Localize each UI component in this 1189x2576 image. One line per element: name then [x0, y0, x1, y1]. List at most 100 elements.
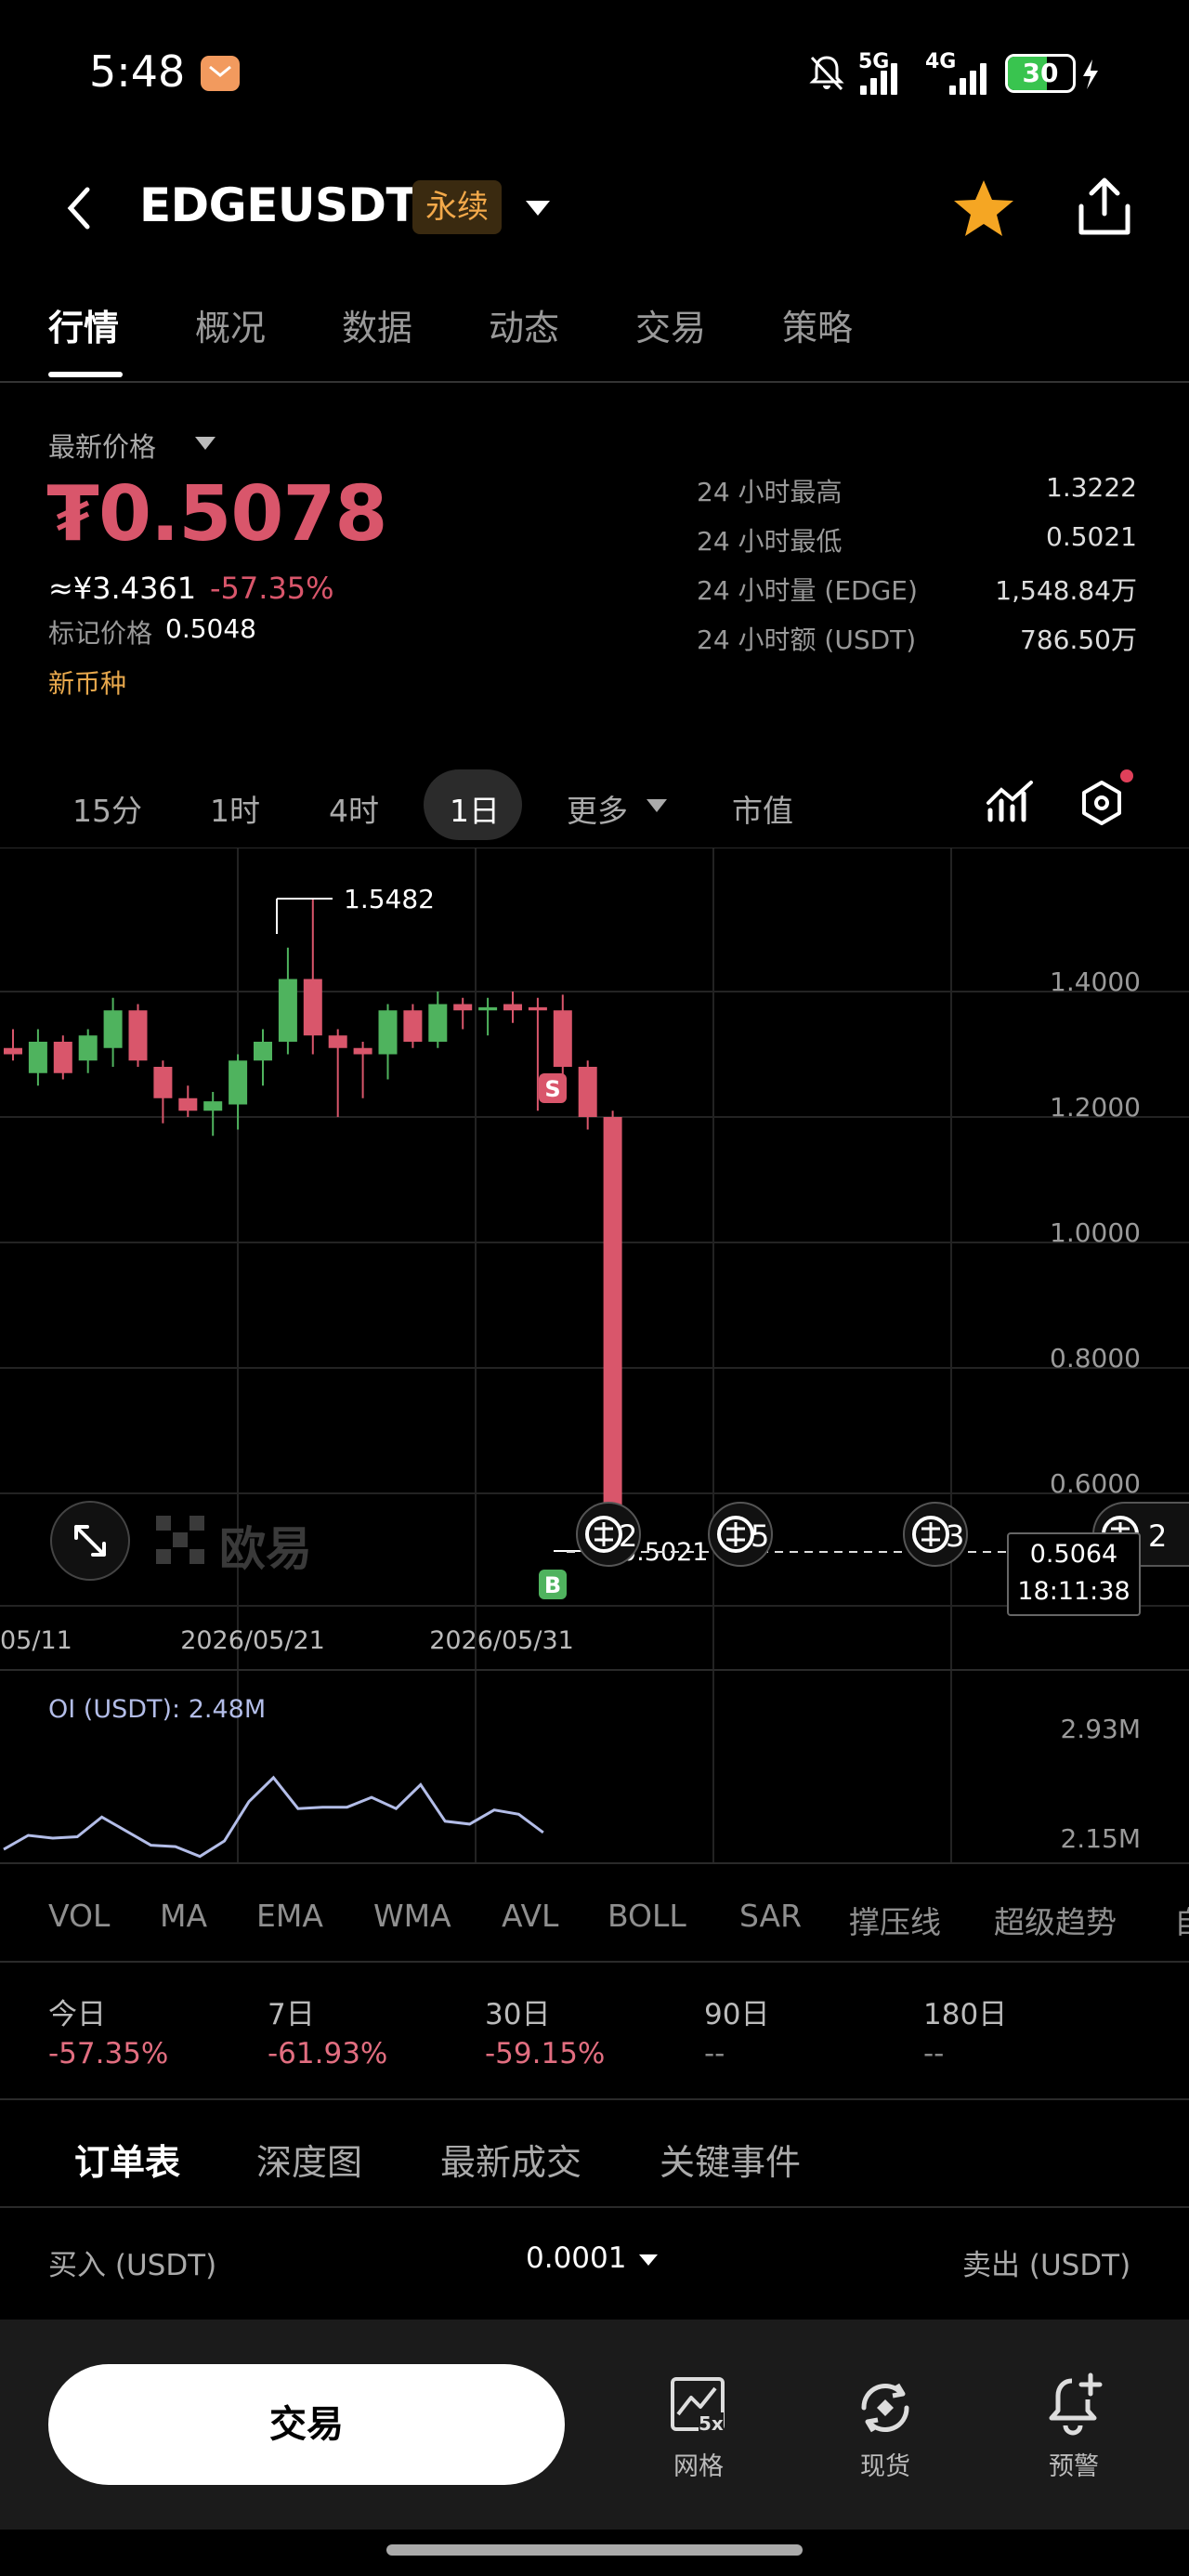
orderbook-precision[interactable]: 0.0001: [526, 2241, 627, 2275]
y-tick-1000: 1.0000: [1050, 1217, 1141, 1248]
period-more-dropdown-icon[interactable]: [645, 797, 669, 818]
stat-low-label: 24 小时最低: [697, 526, 843, 557]
tab-data[interactable]: 数据: [342, 308, 413, 348]
x-tick-0521: 2026/05/21: [180, 1626, 325, 1655]
period-marketcap[interactable]: 市值: [732, 793, 793, 829]
candle-body: [453, 1004, 473, 1011]
status-bar: 5:48 5G 4G 30: [0, 0, 1189, 149]
settings-notification-dot: [1120, 769, 1133, 782]
indicator-supertrend[interactable]: 超级趋势: [994, 1904, 1117, 1940]
y-tick-0800: 0.8000: [1050, 1343, 1141, 1373]
oi-line-chart: 2.93M 2.15M: [3, 1671, 1141, 1862]
tab-orderbook[interactable]: 订单表: [74, 2142, 181, 2183]
orderbook-buy-label: 买入 (USDT): [48, 2249, 217, 2282]
event-badge-3[interactable]: 3: [903, 1502, 968, 1567]
okx-logo-icon: [156, 1516, 204, 1568]
precision-dropdown-icon[interactable]: [637, 2253, 660, 2271]
candle-body: [578, 1067, 597, 1117]
charging-icon: [1079, 58, 1102, 95]
grid-icon[interactable]: 5x: [665, 2375, 739, 2450]
period-active-pill: [424, 769, 522, 840]
period-more[interactable]: 更多: [567, 793, 628, 829]
pair-dropdown-icon[interactable]: [522, 197, 554, 223]
period-4h[interactable]: 4时: [329, 793, 379, 829]
home-indicator[interactable]: [386, 2544, 803, 2556]
event-badge-2[interactable]: 5: [708, 1502, 773, 1567]
perf-30d-label: 30日: [485, 1998, 551, 2031]
indicator-wma[interactable]: WMA: [373, 1898, 451, 1934]
indicator-vol[interactable]: VOL: [48, 1898, 111, 1934]
price-change: -57.35%: [210, 571, 334, 606]
oi-tick-high: 2.93M: [1060, 1714, 1141, 1744]
tab-trade[interactable]: 交易: [635, 308, 707, 348]
price-chart[interactable]: 1.4000 1.2000 1.0000 0.8000 0.6000 1.548…: [0, 848, 1189, 1670]
spot-icon[interactable]: [853, 2375, 918, 2444]
back-button[interactable]: [61, 182, 98, 238]
candle-body: [353, 1047, 372, 1055]
indicator-bar: VOL MA EMA WMA AVL BOLL SAR 撑压线 超级趋势 自: [0, 1864, 1189, 1963]
alert-label[interactable]: 预警: [1049, 2452, 1099, 2481]
indicator-ma[interactable]: MA: [160, 1898, 208, 1934]
y-tick-0600: 0.6000: [1050, 1468, 1141, 1499]
sell-marker: S: [544, 1076, 560, 1102]
stat-low-value: 0.5021: [1046, 521, 1137, 552]
tab-strategy[interactable]: 策略: [782, 308, 854, 348]
fullscreen-button[interactable]: [50, 1501, 130, 1581]
price-label-dropdown-icon[interactable]: [193, 435, 217, 455]
favorite-star-icon[interactable]: [951, 177, 1016, 243]
candle-body: [528, 1006, 547, 1011]
indicator-more[interactable]: 自: [1174, 1898, 1189, 1942]
candle-body: [78, 1035, 98, 1061]
new-coin-tag: 新币种: [48, 668, 127, 699]
period-1h[interactable]: 1时: [210, 793, 260, 829]
oi-series-line: [3, 1775, 544, 1859]
orderbook-tabs: 订单表 深度图 最新成交 关键事件: [0, 2098, 1189, 2208]
stat-high-label: 24 小时最高: [697, 477, 843, 507]
last-price-label[interactable]: 最新价格: [48, 431, 157, 463]
candle-body: [178, 1097, 198, 1111]
tab-active-indicator: [48, 372, 123, 377]
candle-body: [478, 1006, 498, 1011]
spot-label[interactable]: 现货: [860, 2452, 910, 2481]
candle-body: [103, 1010, 123, 1048]
trade-button[interactable]: 交易: [48, 2364, 565, 2485]
tab-market[interactable]: 行情: [48, 308, 120, 348]
price-cny: ≈¥3.4361: [48, 571, 197, 606]
indicator-support-resistance[interactable]: 撑压线: [849, 1904, 941, 1940]
candle-body: [128, 1010, 148, 1061]
current-price-tag: 0.5064 18:11:38: [1007, 1532, 1141, 1616]
mute-icon: [806, 52, 847, 97]
candle-body: [153, 1067, 173, 1098]
pair-title[interactable]: EDGEUSDT: [139, 178, 418, 232]
x-tick-0511: 05/11: [0, 1626, 72, 1655]
tab-key-events[interactable]: 关键事件: [660, 2142, 802, 2183]
watermark-label: 欧易: [219, 1522, 312, 1576]
share-icon[interactable]: [1074, 177, 1135, 242]
indicator-avl[interactable]: AVL: [502, 1898, 559, 1934]
candle-body: [428, 1004, 448, 1042]
y-tick-1400: 1.4000: [1050, 966, 1141, 997]
alert-bell-icon[interactable]: [1042, 2372, 1107, 2444]
grid-label[interactable]: 网格: [673, 2452, 724, 2481]
event-badge-1[interactable]: 2: [576, 1502, 641, 1567]
status-time: 5:48: [89, 46, 186, 97]
perf-180d-value: --: [923, 2037, 945, 2070]
candle-body: [4, 1047, 22, 1055]
tab-latest-trades[interactable]: 最新成交: [440, 2142, 582, 2183]
period-1d[interactable]: 1日: [450, 793, 500, 829]
indicator-sar[interactable]: SAR: [739, 1898, 803, 1934]
tab-overview[interactable]: 概况: [195, 308, 267, 348]
oi-label: OI (USDT): 2.48M: [48, 1695, 267, 1724]
period-15m[interactable]: 15分: [72, 793, 142, 829]
signal-5g-icon: [860, 58, 897, 95]
chart-settings-icon[interactable]: [1076, 777, 1128, 833]
oi-chart[interactable]: 2.93M 2.15M OI (USDT): 2.48M: [0, 1669, 1189, 1864]
tab-depth[interactable]: 深度图: [256, 2142, 363, 2183]
indicator-boll[interactable]: BOLL: [608, 1898, 686, 1934]
tab-feed[interactable]: 动态: [489, 308, 560, 348]
grid-badge: 5x: [699, 2412, 724, 2435]
candle-body: [603, 1117, 622, 1556]
indicator-chart-icon[interactable]: [985, 779, 1037, 831]
perf-today-value: -57.35%: [48, 2037, 169, 2070]
indicator-ema[interactable]: EMA: [256, 1898, 323, 1934]
